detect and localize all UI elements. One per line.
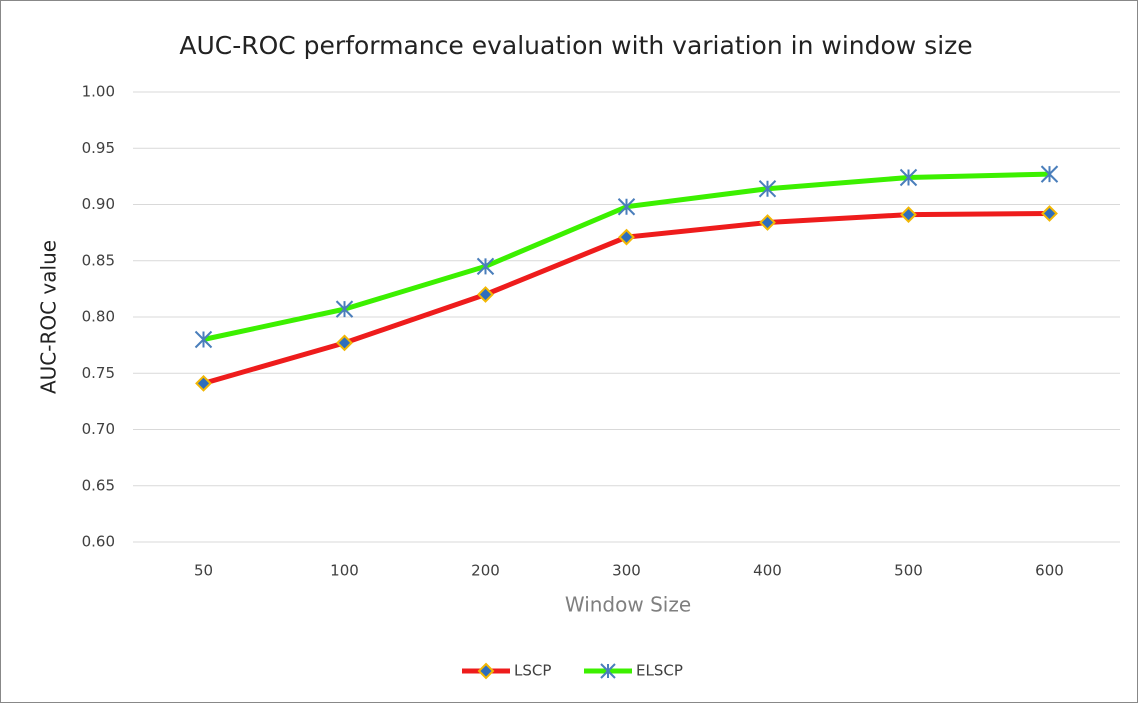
- marker: [900, 206, 917, 224]
- marker: [194, 330, 213, 349]
- marker: [1040, 165, 1059, 183]
- marker-shape: [759, 214, 776, 231]
- marker: [477, 286, 494, 303]
- marker-shape: [195, 374, 212, 392]
- marker-shape: [1041, 205, 1058, 222]
- marker: [617, 198, 636, 216]
- marker-shape: [476, 257, 495, 276]
- y-tick-label: 0.75: [82, 364, 115, 382]
- marker-shape: [899, 168, 918, 187]
- y-tick-label: 0.80: [82, 308, 115, 326]
- marker: [759, 214, 776, 231]
- x-tick-label: 500: [894, 562, 923, 580]
- marker-shape: [617, 198, 636, 216]
- marker-shape: [900, 206, 917, 224]
- marker-shape: [600, 663, 616, 679]
- marker-shape: [618, 228, 635, 246]
- marker: [899, 168, 918, 187]
- x-tick-label: 600: [1035, 562, 1064, 580]
- legend-label: ELSCP: [636, 662, 683, 680]
- marker: [336, 334, 353, 352]
- marker-shape: [477, 662, 495, 680]
- marker-shape: [1040, 165, 1059, 183]
- marker-shape: [335, 300, 354, 318]
- legend-marker: [600, 663, 616, 679]
- x-tick-label: 400: [753, 562, 782, 580]
- y-tick-label: 0.95: [82, 139, 115, 157]
- marker: [195, 374, 212, 392]
- y-tick-label: 0.90: [82, 195, 115, 213]
- legend-label: LSCP: [514, 662, 551, 680]
- y-axis-label: AUC-ROC value: [37, 240, 61, 394]
- x-tick-label: 50: [194, 562, 213, 580]
- y-tick-label: 1.00: [82, 83, 115, 101]
- marker-shape: [758, 180, 777, 198]
- marker-shape: [194, 330, 213, 349]
- marker-shape: [336, 334, 353, 352]
- y-tick-label: 0.60: [82, 533, 115, 551]
- marker: [476, 257, 495, 276]
- marker: [335, 300, 354, 318]
- y-tick-label: 0.70: [82, 420, 115, 438]
- marker: [758, 180, 777, 198]
- y-tick-label: 0.85: [82, 251, 115, 269]
- marker-shape: [477, 286, 494, 303]
- y-tick-label: 0.65: [82, 476, 115, 494]
- x-tick-label: 300: [612, 562, 641, 580]
- legend-marker: [477, 662, 495, 680]
- x-tick-label: 200: [471, 562, 500, 580]
- marker: [618, 228, 635, 246]
- marker: [1041, 205, 1058, 222]
- x-tick-label: 100: [330, 562, 359, 580]
- x-axis-label: Window Size: [565, 593, 691, 617]
- chart-title: AUC-ROC performance evaluation with vari…: [179, 31, 972, 60]
